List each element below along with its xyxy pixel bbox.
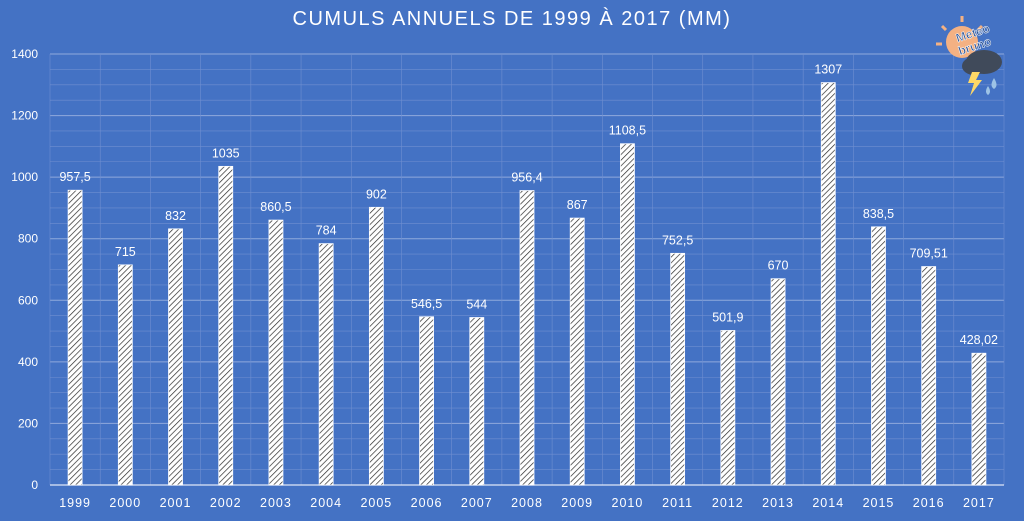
bar-2011 (670, 252, 686, 486)
x-tick-label-2016: 2016 (913, 496, 945, 510)
x-tick-label-2013: 2013 (762, 496, 794, 510)
raindrop-icon (986, 78, 997, 95)
cloud-icon (962, 50, 1002, 75)
y-tick-label: 400 (18, 355, 38, 369)
y-tick-label: 1400 (11, 47, 38, 61)
y-tick-label: 800 (18, 232, 38, 246)
data-label-1999: 957,5 (59, 170, 90, 184)
chart-title: CUMULS ANNUELS DE 1999 À 2017 (MM) (292, 8, 732, 30)
bar-2016 (921, 266, 937, 486)
x-tick-label-2011: 2011 (662, 496, 693, 510)
bar-2001 (168, 228, 183, 486)
bar-2002 (218, 165, 234, 486)
x-tick-label-2012: 2012 (712, 496, 744, 510)
x-tick-label-2003: 2003 (260, 496, 292, 510)
data-label-2001: 832 (165, 209, 186, 223)
sun-icon (936, 16, 984, 58)
y-tick-label: 1000 (11, 170, 38, 184)
y-tick-label: 600 (18, 293, 38, 307)
bar-2000 (117, 264, 133, 486)
bar-2008 (519, 190, 535, 486)
data-label-2002: 1035 (212, 146, 240, 160)
data-label-2010: 1108,5 (609, 124, 646, 138)
y-tick-label: 1200 (11, 109, 38, 123)
x-tick-label-2017: 2017 (963, 496, 995, 510)
meteo-bruno-logo: Meteo bruno (936, 16, 1002, 96)
data-label-2013: 670 (768, 259, 789, 273)
bar-2017 (971, 352, 987, 486)
lightning-icon (968, 72, 982, 96)
data-label-2014: 1307 (814, 63, 842, 77)
x-tick-label-2014: 2014 (812, 496, 844, 510)
bar-2009 (569, 217, 585, 486)
data-label-2004: 784 (316, 224, 337, 238)
data-label-2000: 715 (115, 245, 136, 259)
x-tick-label-2004: 2004 (310, 496, 342, 510)
bar-2015 (871, 226, 886, 486)
x-tick-label-2010: 2010 (612, 496, 644, 510)
x-tick-label-2008: 2008 (511, 496, 543, 510)
x-tick-label-2002: 2002 (210, 496, 242, 510)
data-label-2003: 860,5 (260, 200, 291, 214)
bar-2004 (318, 243, 334, 486)
data-label-2007: 544 (466, 298, 487, 312)
y-tick-label: 200 (18, 416, 38, 430)
data-label-2006: 546,5 (411, 297, 442, 311)
bar-2006 (419, 316, 434, 486)
bar-2007 (469, 317, 485, 486)
data-label-2011: 752,5 (662, 233, 693, 247)
data-label-2015: 838,5 (863, 207, 894, 221)
data-label-2012: 501,9 (712, 310, 743, 324)
bar-2012 (720, 330, 736, 486)
data-label-2009: 867 (567, 198, 588, 212)
x-tick-label-2009: 2009 (561, 496, 593, 510)
bar-2003 (268, 219, 284, 486)
x-tick-label-2007: 2007 (461, 496, 493, 510)
data-label-2008: 956,4 (511, 171, 542, 185)
data-label-2017: 428,02 (960, 333, 998, 347)
y-tick-label: 0 (31, 478, 38, 492)
bar-2010 (620, 143, 635, 486)
bar-2014 (820, 82, 836, 486)
x-tick-label-2006: 2006 (411, 496, 443, 510)
x-tick-label-2001: 2001 (160, 496, 192, 510)
bar-2013 (770, 278, 786, 486)
x-tick-label-2015: 2015 (863, 496, 895, 510)
x-tick-label-2005: 2005 (360, 496, 392, 510)
x-tick-label-2000: 2000 (109, 496, 141, 510)
x-tick-label-1999: 1999 (59, 496, 91, 510)
bar-2005 (368, 206, 384, 486)
bar-1999 (67, 189, 83, 486)
data-label-2005: 902 (366, 187, 387, 201)
data-label-2016: 709,51 (910, 247, 948, 261)
